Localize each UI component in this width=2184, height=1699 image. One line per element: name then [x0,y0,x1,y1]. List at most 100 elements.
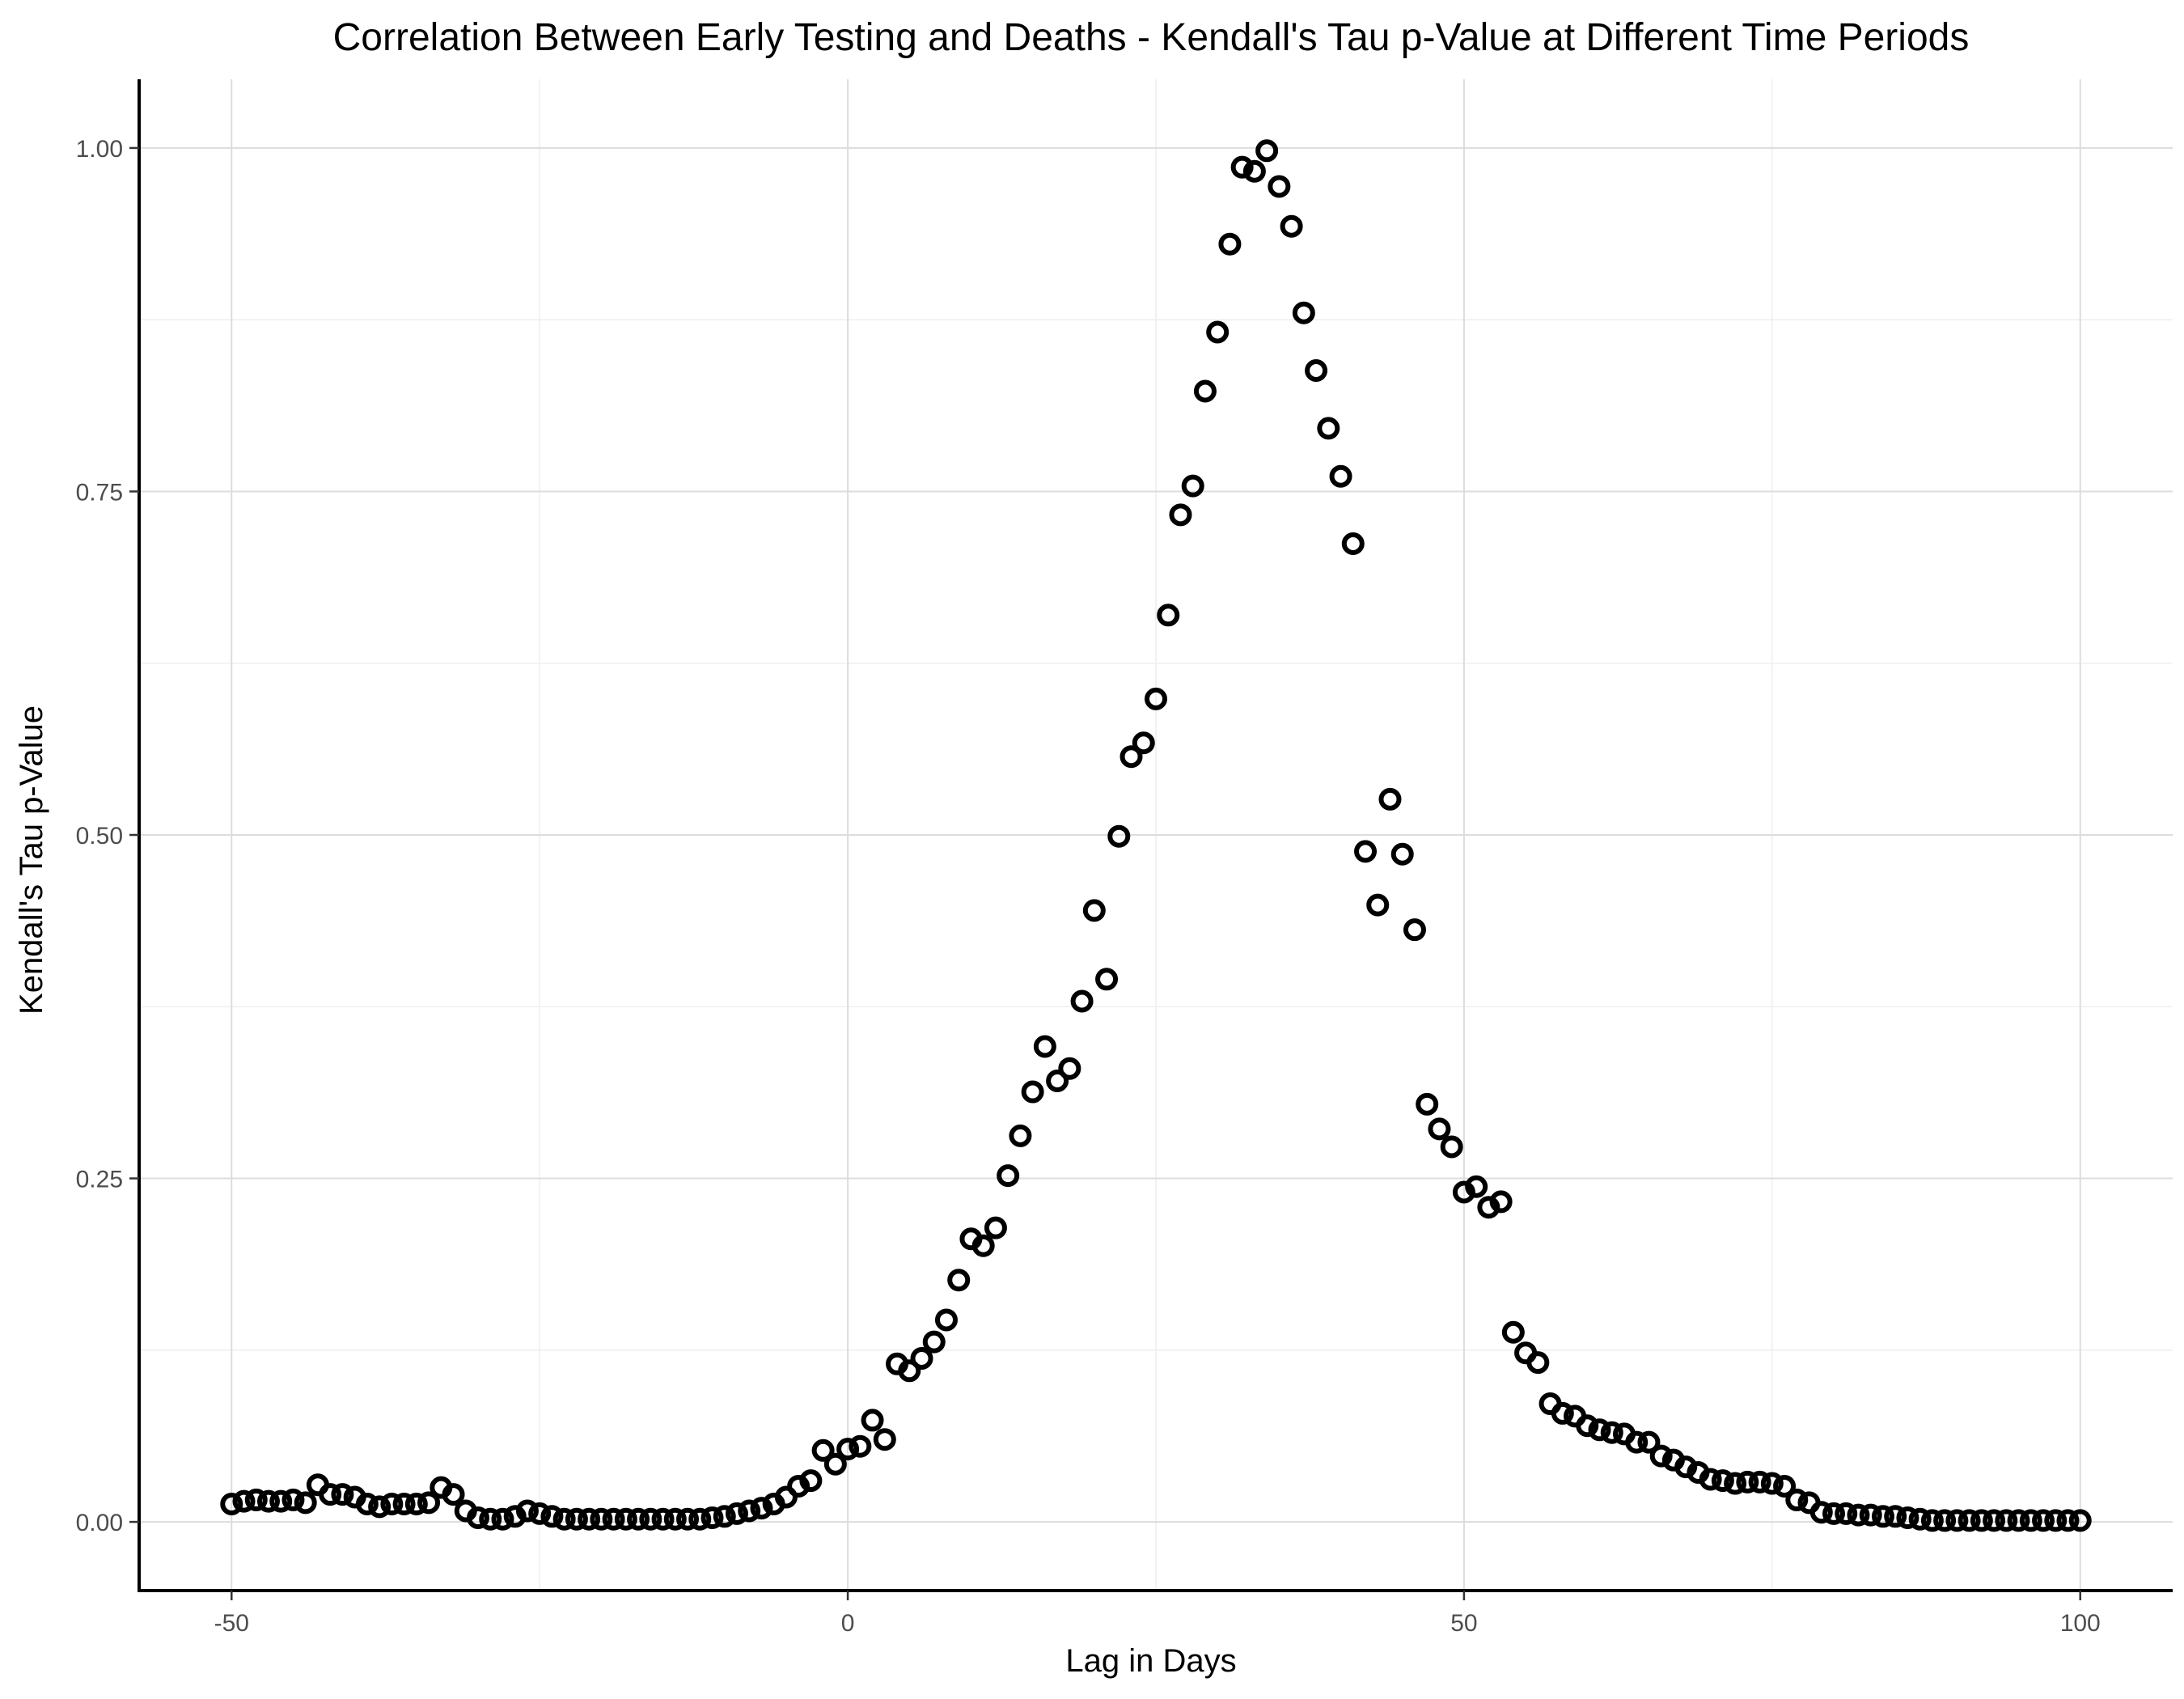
data-point [1847,1503,1870,1527]
data-point [651,1507,675,1531]
data-point [1983,1509,2006,1532]
data-point [1896,1506,1919,1529]
data-point [1576,1414,1599,1438]
data-point [2056,1509,2080,1532]
data-point [319,1483,342,1506]
data-point [1021,1080,1044,1104]
data-point [1958,1509,1981,1532]
data-point [1095,968,1119,991]
data-point [614,1507,637,1531]
data-point [232,1489,256,1513]
data-point [1526,1351,1550,1375]
data-point [1884,1505,1907,1528]
data-point [1305,359,1328,383]
grid [139,79,2173,1591]
data-point [1230,155,1254,179]
data-point [1390,842,1414,866]
tick-labels: -50 0 50 100 0.00 0.25 0.50 0.75 1.00 [76,136,2101,1637]
y-tick-label: 0.75 [76,479,123,506]
data-point [2068,1509,2092,1532]
data-point [1477,1196,1500,1219]
data-point [404,1493,428,1516]
data-point [1009,1124,1032,1147]
data-point [1785,1488,1809,1511]
data-point [1809,1501,1833,1524]
data-point [1403,918,1426,942]
data-point [787,1474,811,1498]
data-point [2019,1509,2042,1532]
data-point [1699,1468,1722,1491]
data-point [1748,1470,1771,1494]
data-point [1206,320,1230,344]
data-point [947,1269,971,1292]
data-point [861,1409,884,1432]
data-points [220,139,2092,1532]
data-point [1341,532,1365,555]
x-axis-title: Lag in Days [1065,1643,1236,1679]
data-point [1292,301,1315,324]
data-point [639,1507,662,1531]
data-point [491,1507,514,1531]
data-point [392,1493,416,1516]
y-tick-label: 0.50 [76,823,123,850]
data-point [1145,687,1167,710]
data-point [1970,1509,1993,1532]
data-point [1268,175,1291,198]
data-point [1366,893,1390,917]
data-point [355,1493,379,1516]
data-point [1255,139,1279,163]
data-point [269,1489,293,1513]
data-point [1416,1092,1439,1116]
data-point [984,1216,1007,1239]
data-point [725,1502,748,1525]
x-tick-label: -50 [214,1610,249,1637]
data-point [2007,1509,2030,1532]
data-point [700,1506,724,1529]
data-point [1354,840,1378,863]
data-point [676,1507,700,1531]
data-point [910,1347,933,1371]
x-tick-label: 0 [841,1610,855,1637]
data-point [1317,417,1340,440]
data-point [1428,1117,1451,1141]
data-point [1132,731,1155,755]
x-tick-label: 100 [2060,1610,2101,1637]
data-point [1046,1069,1069,1092]
data-point [380,1493,404,1516]
data-point [799,1469,823,1493]
data-point [922,1330,946,1354]
y-tick-label: 1.00 [76,136,123,163]
data-point [1760,1472,1784,1495]
data-point [1193,379,1217,403]
data-point [1773,1474,1797,1498]
data-point [1242,159,1266,183]
data-point [220,1493,243,1516]
data-point [713,1505,736,1528]
data-point [1157,604,1180,627]
data-point [1082,899,1106,922]
data-point [1452,1180,1475,1204]
data-point [1551,1401,1574,1425]
data-point [467,1506,489,1529]
data-point [294,1491,317,1515]
data-point [1489,1190,1513,1214]
data-point [750,1497,773,1520]
data-point [1920,1509,1944,1532]
data-point [1218,232,1242,256]
data-point [1501,1320,1525,1344]
data-point [442,1483,465,1506]
data-point [971,1234,995,1257]
data-point [1674,1455,1698,1479]
data-point [417,1491,441,1515]
data-point [1724,1472,1747,1495]
data-point [1058,1057,1081,1080]
data-point [578,1507,601,1531]
data-point [627,1507,650,1531]
data-point [1033,1035,1056,1058]
data-point [528,1502,552,1525]
data-point [1908,1507,1932,1531]
data-point [1465,1175,1488,1198]
data-point [898,1359,921,1383]
data-point [1329,464,1352,488]
data-point [515,1499,539,1523]
